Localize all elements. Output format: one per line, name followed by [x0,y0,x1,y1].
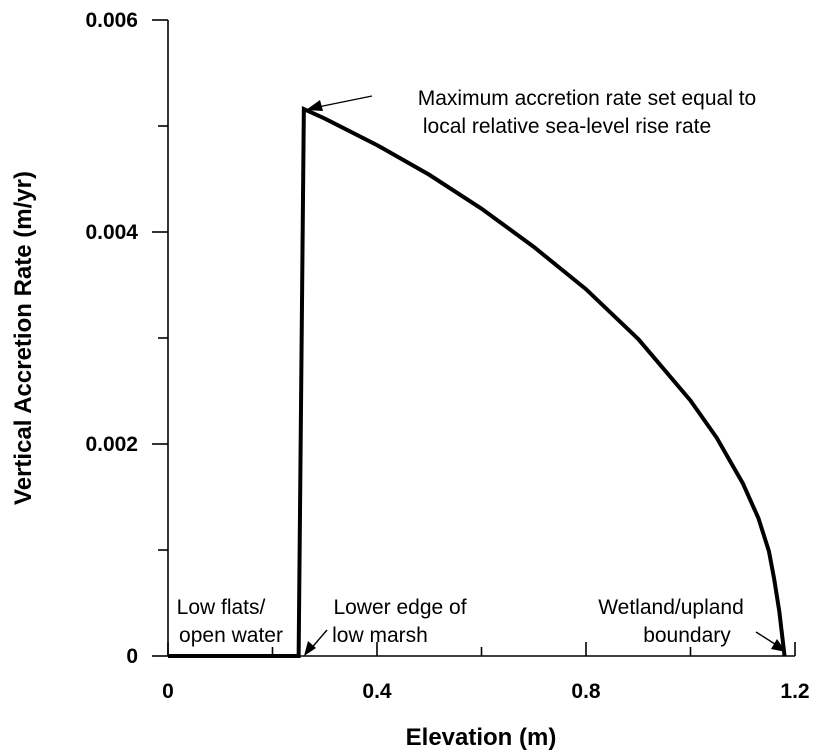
annotation-wetland-upland-boundary-line-2: boundary [643,624,731,647]
y-tick-label: 0.004 [85,221,138,244]
annotation-lower-edge-low-marsh-arrow-head [304,641,316,656]
annotation-low-flats: Low flats/ open water [177,596,283,647]
y-axis-title: Vertical Accretion Rate (m/yr) [10,171,37,505]
x-tick-label: 0.8 [571,680,601,703]
y-tick-label: 0 [126,645,138,668]
x-tick-label: 1.2 [780,680,809,703]
annotation-low-flats-line-2: open water [179,624,283,647]
x-tick-label: 0 [162,680,174,703]
annotation-max-accretion-line-1: Maximum accretion rate set equal to [418,87,756,110]
y-tick-label: 0.002 [85,433,138,456]
annotation-wetland-upland-boundary-arrow-head [771,639,786,652]
x-tick-label: 0.4 [362,680,392,703]
annotation-max-accretion-arrow-line [317,95,373,108]
series-line [168,105,787,658]
annotation-lower-edge-low-marsh-arrow [304,629,328,656]
x-axis-title: Elevation (m) [406,724,557,751]
annotation-max-accretion-arrow [306,95,373,111]
tick-labels: 0 0.4 0.8 1.2 0 0.002 0.004 0.006 [85,9,809,703]
annotation-max-accretion-arrow-head [306,100,323,111]
annotation-wetland-upland-boundary-arrow [755,631,786,652]
annotation-max-accretion-line-2: local relative sea-level rise rate [423,115,711,138]
annotation-max-accretion: Maximum accretion rate set equal to loca… [306,87,756,138]
annotation-lower-edge-low-marsh-line-1: Lower edge of [333,596,466,619]
annotation-low-flats-line-1: Low flats/ [177,596,266,619]
annotation-wetland-upland-boundary-line-1: Wetland/upland [598,596,744,619]
annotation-lower-edge-low-marsh: Lower edge of low marsh [304,596,467,656]
annotation-wetland-upland-boundary: Wetland/upland boundary [598,596,786,652]
annotation-lower-edge-low-marsh-line-2: low marsh [332,624,428,647]
ticks [152,19,796,657]
y-tick-label: 0.006 [85,9,138,32]
